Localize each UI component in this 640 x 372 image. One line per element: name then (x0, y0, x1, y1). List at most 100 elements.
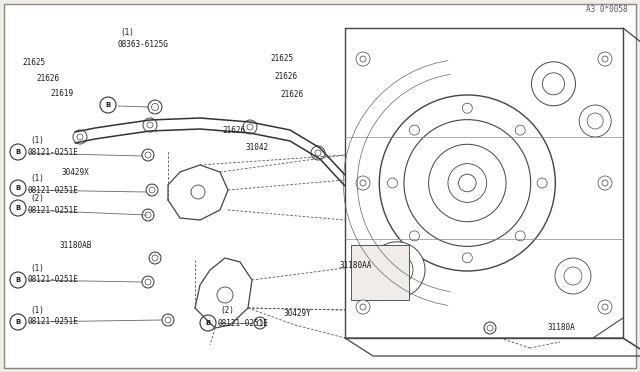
Circle shape (458, 174, 476, 192)
Circle shape (515, 231, 525, 241)
Circle shape (200, 315, 216, 331)
FancyBboxPatch shape (4, 4, 636, 368)
Circle shape (165, 317, 171, 323)
Text: 21625: 21625 (270, 54, 293, 62)
Text: 08121-0251E: 08121-0251E (28, 317, 79, 327)
Text: B: B (15, 185, 20, 191)
Text: 21626: 21626 (36, 74, 59, 83)
Circle shape (588, 113, 604, 129)
Circle shape (598, 52, 612, 66)
Circle shape (142, 149, 154, 161)
Text: B: B (15, 277, 20, 283)
Text: 31180A: 31180A (548, 324, 576, 333)
Circle shape (149, 252, 161, 264)
Text: 08363-6125G: 08363-6125G (118, 39, 169, 48)
Text: (1): (1) (30, 263, 44, 273)
Text: 21626: 21626 (274, 71, 297, 80)
Circle shape (515, 125, 525, 135)
Circle shape (579, 105, 611, 137)
Circle shape (543, 73, 564, 95)
Text: (1): (1) (30, 173, 44, 183)
Circle shape (356, 52, 370, 66)
Circle shape (142, 276, 154, 288)
Circle shape (191, 185, 205, 199)
Circle shape (257, 320, 263, 326)
Circle shape (602, 180, 608, 186)
Circle shape (381, 254, 413, 286)
Circle shape (369, 242, 425, 298)
Circle shape (162, 314, 174, 326)
Text: B: B (15, 319, 20, 325)
Text: 08121-0251E: 08121-0251E (28, 205, 79, 215)
Circle shape (148, 100, 162, 114)
Circle shape (356, 300, 370, 314)
Text: (1): (1) (30, 305, 44, 314)
Circle shape (602, 56, 608, 62)
Text: 31180AB: 31180AB (60, 241, 92, 250)
Circle shape (311, 146, 325, 160)
Text: 31042: 31042 (245, 142, 268, 151)
Circle shape (247, 124, 253, 130)
Circle shape (564, 267, 582, 285)
Circle shape (143, 118, 157, 132)
Text: (1): (1) (30, 135, 44, 144)
Text: A3 0*0058: A3 0*0058 (586, 5, 628, 14)
Text: 08121-0251E: 08121-0251E (28, 186, 79, 195)
Circle shape (602, 304, 608, 310)
Circle shape (360, 180, 366, 186)
Circle shape (10, 180, 26, 196)
Text: 30429Y: 30429Y (283, 310, 311, 318)
Text: 08121-0251E: 08121-0251E (28, 276, 79, 285)
Circle shape (10, 314, 26, 330)
Circle shape (315, 150, 321, 156)
Circle shape (410, 231, 419, 241)
Circle shape (531, 62, 575, 106)
Text: 21626: 21626 (222, 125, 245, 135)
Text: 30429X: 30429X (62, 167, 90, 176)
FancyBboxPatch shape (351, 245, 409, 300)
Text: 21625: 21625 (22, 58, 45, 67)
Circle shape (360, 56, 366, 62)
Circle shape (100, 97, 116, 113)
Text: 08121-0251E: 08121-0251E (218, 318, 269, 327)
Text: (2): (2) (30, 193, 44, 202)
Text: B: B (15, 149, 20, 155)
Circle shape (462, 103, 472, 113)
Circle shape (254, 317, 266, 329)
Text: B: B (205, 320, 211, 326)
Circle shape (360, 304, 366, 310)
Circle shape (146, 184, 158, 196)
Circle shape (243, 120, 257, 134)
Text: 21626: 21626 (280, 90, 303, 99)
Circle shape (598, 300, 612, 314)
Circle shape (73, 130, 87, 144)
Circle shape (537, 178, 547, 188)
Circle shape (147, 122, 153, 128)
Circle shape (462, 253, 472, 263)
Circle shape (487, 325, 493, 331)
Circle shape (142, 209, 154, 221)
Circle shape (217, 287, 233, 303)
Circle shape (598, 176, 612, 190)
Text: B: B (106, 102, 111, 108)
Circle shape (356, 176, 370, 190)
Circle shape (77, 134, 83, 140)
Circle shape (10, 272, 26, 288)
Circle shape (145, 279, 151, 285)
Circle shape (410, 125, 419, 135)
Circle shape (555, 258, 591, 294)
Text: 21619: 21619 (50, 89, 73, 97)
Circle shape (448, 164, 486, 202)
Circle shape (388, 178, 397, 188)
Text: B: B (15, 205, 20, 211)
Circle shape (152, 103, 159, 110)
Text: 08121-0251E: 08121-0251E (28, 148, 79, 157)
Text: (1): (1) (120, 28, 134, 36)
Circle shape (152, 255, 158, 261)
Circle shape (10, 200, 26, 216)
Text: 31180AA: 31180AA (340, 262, 372, 270)
Circle shape (484, 322, 496, 334)
Circle shape (145, 212, 151, 218)
Circle shape (380, 95, 556, 271)
Circle shape (404, 120, 531, 246)
